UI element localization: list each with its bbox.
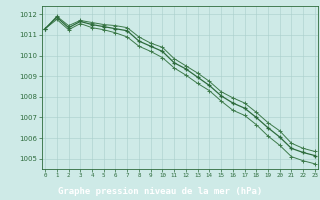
Text: Graphe pression niveau de la mer (hPa): Graphe pression niveau de la mer (hPa) <box>58 187 262 196</box>
